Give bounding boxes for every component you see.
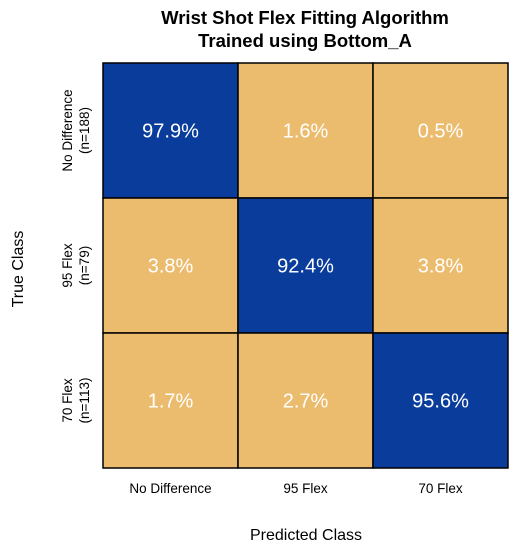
matrix-cell [102, 332, 239, 469]
matrix-cell [372, 197, 509, 334]
cell-value-label: 95.6% [412, 391, 469, 413]
matrix-cell [372, 62, 509, 199]
x-tick-label: No Difference [129, 481, 211, 496]
matrix-cell [237, 197, 374, 334]
y-tick-label-name: 70 Flex [60, 378, 75, 423]
y-tick-label-count: (n=79) [77, 246, 92, 285]
x-axis-label: Predicted Class [250, 527, 362, 544]
cell-value-label: 3.8% [418, 256, 464, 278]
matrix-cell [102, 197, 239, 334]
axis-tick-labels: No Difference 95 Flex 70 Flex No Difference… [60, 89, 463, 496]
y-tick-label-count: (n=188) [77, 107, 92, 154]
x-tick-label: 95 Flex [283, 481, 328, 496]
chart-subtitle: Trained using Bottom_A [198, 30, 412, 51]
y-tick-label: 95 Flex (n=79) [60, 243, 92, 288]
cell-value-label: 92.4% [277, 256, 334, 278]
matrix-cell [372, 332, 509, 469]
x-tick-label: 70 Flex [418, 481, 463, 496]
matrix-cell [237, 62, 374, 199]
y-tick-label: 70 Flex (n=113) [60, 378, 92, 424]
y-tick-label-name: 95 Flex [60, 243, 75, 288]
matrix-cells: 97.9% 1.6% 0.5% 3.8% 92.4% 3.8% 1.7% 2.7% 95.6% [102, 62, 509, 469]
cell-value-label: 0.5% [418, 121, 464, 143]
cell-value-label: 97.9% [142, 121, 199, 143]
y-tick-label-count: (n=113) [77, 378, 92, 424]
y-tick-label-name: No Difference [60, 89, 75, 171]
cell-value-label: 1.6% [283, 121, 329, 143]
chart-title: Wrist Shot Flex Fitting Algorithm [161, 7, 449, 28]
cell-value-label: 1.7% [148, 391, 194, 413]
y-tick-label: No Difference (n=188) [60, 89, 92, 171]
cell-value-label: 2.7% [283, 391, 329, 413]
y-axis-label: True Class [10, 231, 27, 308]
cell-value-label: 3.8% [148, 256, 194, 278]
matrix-cell [102, 62, 239, 199]
matrix-cell [237, 332, 374, 469]
